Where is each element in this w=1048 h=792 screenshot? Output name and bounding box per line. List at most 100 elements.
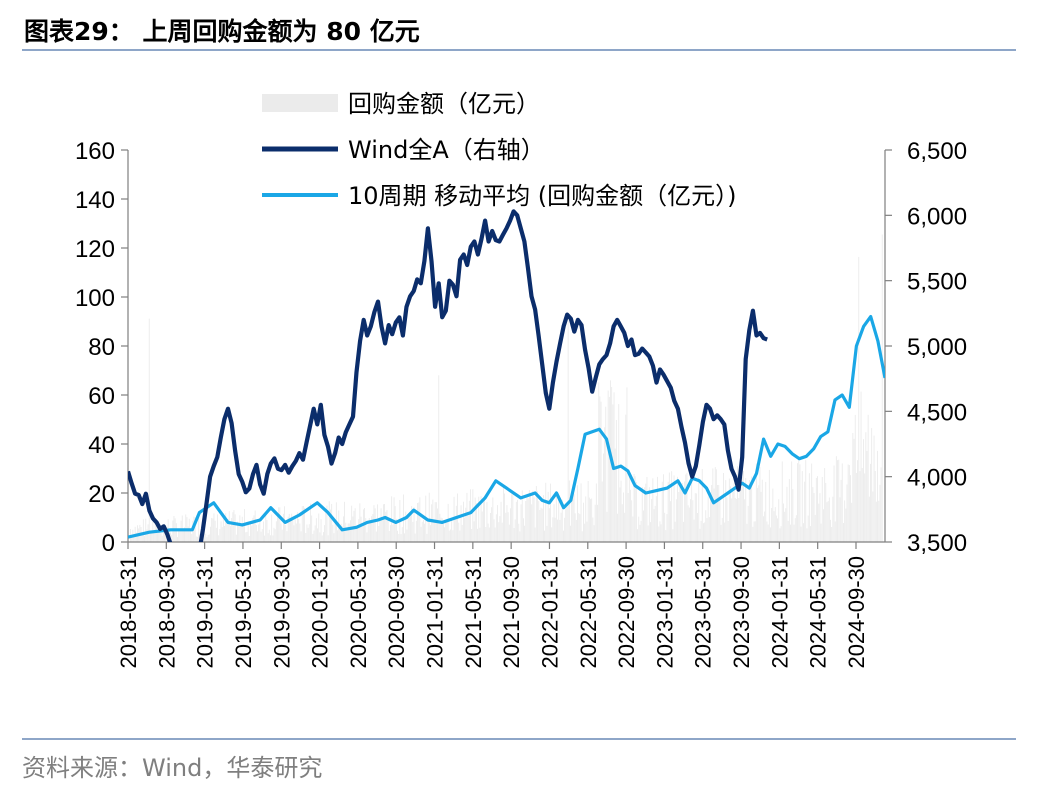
figure-title: 图表29： 上周回购金额为 80 亿元 bbox=[24, 17, 420, 46]
repurchase-bar bbox=[281, 529, 283, 542]
repurchase-bar bbox=[845, 508, 847, 542]
x-tick-label: 2023-09-30 bbox=[729, 556, 754, 669]
repurchase-bar bbox=[595, 483, 597, 542]
repurchase-bar bbox=[561, 499, 563, 542]
repurchase-bar bbox=[197, 536, 198, 542]
repurchase-bar bbox=[191, 533, 193, 542]
repurchase-bar bbox=[359, 503, 361, 542]
repurchase-bar bbox=[384, 504, 385, 542]
repurchase-bar bbox=[807, 515, 809, 542]
repurchase-bar bbox=[863, 439, 864, 542]
repurchase-bar bbox=[330, 509, 331, 542]
repurchase-bar bbox=[645, 483, 647, 542]
repurchase-bar bbox=[724, 522, 726, 542]
repurchase-bar bbox=[774, 507, 776, 542]
repurchase-bar bbox=[821, 477, 823, 542]
repurchase-bar bbox=[466, 492, 468, 542]
left-tick-label: 160 bbox=[75, 138, 115, 165]
repurchase-bar bbox=[445, 521, 447, 542]
repurchase-bar bbox=[415, 520, 417, 542]
repurchase-bar bbox=[648, 487, 650, 542]
repurchase-bar bbox=[441, 518, 443, 542]
left-tick-label: 0 bbox=[102, 530, 115, 557]
repurchase-bar bbox=[178, 529, 180, 542]
repurchase-bar bbox=[825, 482, 827, 542]
repurchase-bar bbox=[721, 517, 723, 542]
repurchase-bar bbox=[284, 506, 285, 542]
repurchase-bar bbox=[841, 463, 843, 542]
repurchase-bar bbox=[704, 522, 706, 542]
legend: 回购金额（亿元） Wind全A（右轴） 10周期 移动平均 (回购金额（亿元）) bbox=[262, 90, 737, 210]
repurchase-bar bbox=[768, 469, 770, 542]
repurchase-bar bbox=[565, 508, 567, 542]
repurchase-bar bbox=[497, 505, 498, 542]
repurchase-bar bbox=[518, 523, 520, 542]
repurchase-bar bbox=[717, 485, 718, 542]
repurchase-bar bbox=[250, 522, 251, 542]
repurchase-bar bbox=[757, 487, 758, 542]
repurchase-bar bbox=[760, 491, 762, 542]
x-tick-label: 2020-05-31 bbox=[346, 556, 371, 669]
repurchase-bar bbox=[570, 525, 571, 542]
repurchase-bar bbox=[532, 490, 534, 542]
repurchase-bar bbox=[386, 510, 388, 542]
legend-ma-label: 10周期 移动平均 (回购金额（亿元）) bbox=[348, 182, 737, 210]
repurchase-bar bbox=[131, 536, 133, 542]
repurchase-bar bbox=[701, 469, 703, 542]
repurchase-bar bbox=[486, 502, 488, 542]
repurchase-bar bbox=[818, 503, 820, 542]
repurchase-bar bbox=[820, 523, 822, 542]
repurchase-bar bbox=[344, 501, 345, 542]
repurchase-bar bbox=[160, 533, 162, 542]
title-rule bbox=[22, 49, 1016, 51]
repurchase-bar bbox=[528, 490, 530, 542]
repurchase-bar bbox=[283, 513, 284, 542]
repurchase-bar bbox=[459, 530, 461, 542]
repurchase-bar bbox=[397, 530, 398, 542]
repurchase-bar bbox=[803, 523, 804, 542]
repurchase-bar bbox=[606, 511, 608, 542]
repurchase-bar bbox=[535, 486, 537, 542]
repurchase-bar bbox=[141, 534, 143, 542]
repurchase-bar bbox=[418, 502, 420, 542]
repurchase-bar bbox=[540, 507, 542, 542]
repurchase-bar bbox=[430, 525, 431, 542]
repurchase-bar bbox=[401, 527, 403, 542]
repurchase-bar bbox=[752, 526, 754, 542]
repurchase-bar bbox=[787, 520, 789, 542]
repurchase-bar bbox=[404, 533, 405, 542]
repurchase-bar bbox=[839, 497, 841, 542]
repurchase-bar bbox=[340, 523, 342, 542]
repurchase-bar bbox=[873, 435, 875, 542]
repurchase-bar bbox=[651, 499, 653, 542]
repurchase-bar bbox=[780, 526, 782, 542]
repurchase-bar bbox=[870, 463, 871, 542]
repurchase-bar bbox=[323, 532, 324, 542]
repurchase-bar bbox=[775, 515, 777, 542]
repurchase-bar bbox=[345, 522, 347, 542]
repurchase-bar bbox=[406, 529, 408, 542]
repurchase-bar bbox=[531, 504, 533, 542]
repurchase-bar bbox=[638, 516, 640, 542]
legend-wind-label: Wind全A（右轴） bbox=[348, 136, 545, 164]
repurchase-bar bbox=[583, 502, 584, 542]
repurchase-bar bbox=[771, 508, 773, 542]
repurchase-bar bbox=[400, 534, 402, 542]
repurchase-bar bbox=[171, 534, 173, 542]
repurchase-bar bbox=[461, 524, 463, 542]
repurchase-bar bbox=[295, 523, 297, 542]
repurchase-bar bbox=[317, 528, 318, 542]
repurchase-bar bbox=[671, 471, 673, 542]
repurchase-bar bbox=[744, 499, 746, 542]
repurchase-bar bbox=[495, 514, 497, 542]
repurchase-bar bbox=[390, 525, 391, 542]
repurchase-bar bbox=[230, 525, 231, 542]
repurchase-bar bbox=[471, 529, 473, 542]
repurchase-bar bbox=[279, 507, 281, 542]
x-tick-label: 2024-01-31 bbox=[767, 556, 792, 669]
repurchase-bar bbox=[859, 471, 861, 542]
repurchase-bar bbox=[192, 520, 194, 542]
repurchase-bar bbox=[813, 493, 815, 542]
repurchase-bar bbox=[728, 478, 730, 542]
repurchase-bar bbox=[485, 527, 487, 542]
